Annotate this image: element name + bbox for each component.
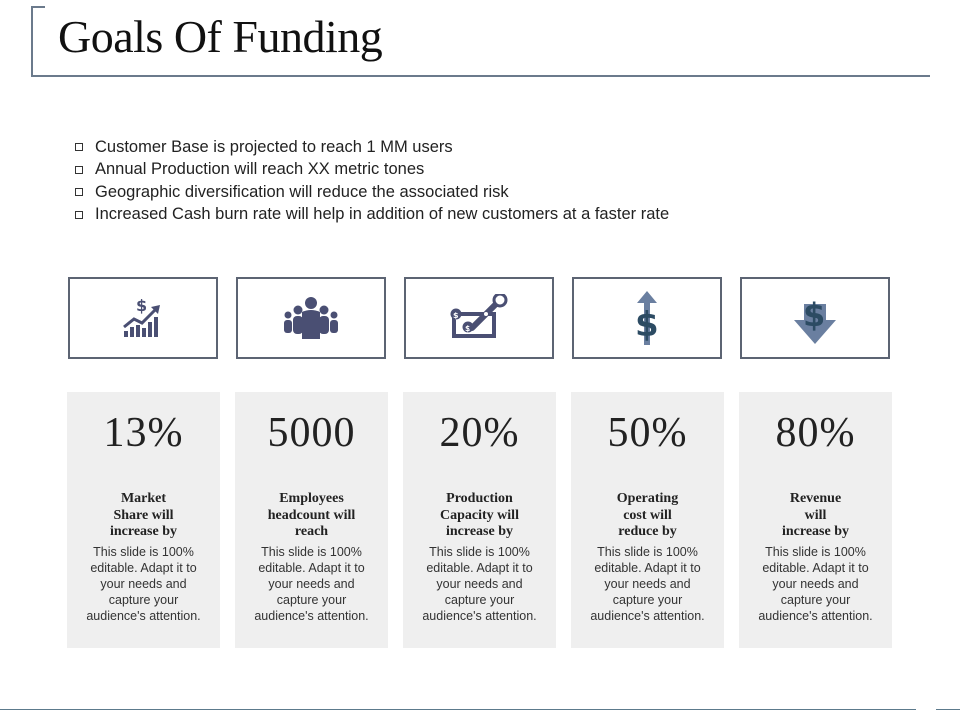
square-bullet-icon: [75, 165, 83, 174]
stat-label: Employees headcount will reach: [267, 491, 356, 539]
stat-description: This slide is 100% editable. Adapt it to…: [86, 545, 201, 623]
stat-label: Production Capacity will increase by: [440, 491, 519, 539]
icon-box-revenue: $: [740, 277, 890, 359]
page-title: Goals Of Funding: [58, 11, 383, 62]
title-frame: [31, 6, 930, 77]
icon-box-production: $ $: [404, 277, 554, 359]
stat-card-operating-cost: 50% Operating cost will reduce by This s…: [571, 392, 724, 648]
production-wrench-money-icon: $ $: [450, 294, 508, 338]
stat-card-revenue: 80% Revenue will increase by This slide …: [739, 392, 892, 648]
list-item-text: Annual Production will reach XX metric t…: [95, 160, 425, 179]
svg-text:$: $: [136, 296, 147, 315]
stat-description: This slide is 100% editable. Adapt it to…: [422, 545, 537, 623]
list-item: Customer Base is projected to reach 1 MM…: [74, 136, 669, 159]
stat-card-production: 20% Production Capacity will increase by…: [403, 392, 556, 648]
stat-description: This slide is 100% editable. Adapt it to…: [758, 545, 873, 623]
icon-box-employees: [236, 277, 386, 359]
stat-value: 80%: [775, 410, 856, 456]
list-item: Annual Production will reach XX metric t…: [74, 159, 669, 182]
stat-description: This slide is 100% editable. Adapt it to…: [254, 545, 369, 623]
svg-text:$: $: [635, 305, 659, 345]
stat-value: 5000: [267, 410, 356, 456]
list-item-text: Geographic diversification will reduce t…: [95, 182, 509, 201]
footer-divider-end: [936, 709, 960, 710]
icon-box-operating-cost: $: [572, 277, 722, 359]
dollar-up-arrow-icon: $: [635, 291, 659, 345]
svg-text:$: $: [465, 324, 471, 333]
icon-box-market-share: $: [68, 277, 218, 359]
stat-card-market-share: 13% Market Share will increase by This s…: [67, 392, 220, 648]
square-bullet-icon: [75, 143, 83, 152]
team-group-icon: [284, 297, 338, 339]
list-item-text: Customer Base is projected to reach 1 MM…: [95, 137, 453, 156]
list-item: Geographic diversification will reduce t…: [74, 181, 669, 204]
stat-value: 20%: [439, 410, 520, 456]
svg-text:$: $: [453, 311, 459, 320]
list-item-text: Increased Cash burn rate will help in ad…: [95, 205, 670, 224]
stat-label: Operating cost will reduce by: [616, 491, 679, 539]
stat-card-employees: 5000 Employees headcount will reach This…: [235, 392, 388, 648]
rising-dollar-chart-icon: $: [123, 296, 160, 337]
square-bullet-icon: [75, 188, 83, 197]
dollar-down-arrow-icon: $: [794, 296, 836, 344]
stat-label: Revenue will increase by: [781, 491, 849, 539]
svg-text:$: $: [803, 296, 825, 334]
footer-divider: [0, 709, 916, 710]
stat-value: 50%: [607, 410, 688, 456]
stat-value: 13%: [103, 410, 184, 456]
stat-description: This slide is 100% editable. Adapt it to…: [590, 545, 705, 623]
stat-label: Market Share will increase by: [109, 491, 177, 539]
list-item: Increased Cash burn rate will help in ad…: [74, 204, 669, 227]
goals-list: Customer Base is projected to reach 1 MM…: [74, 136, 669, 226]
square-bullet-icon: [75, 210, 83, 219]
